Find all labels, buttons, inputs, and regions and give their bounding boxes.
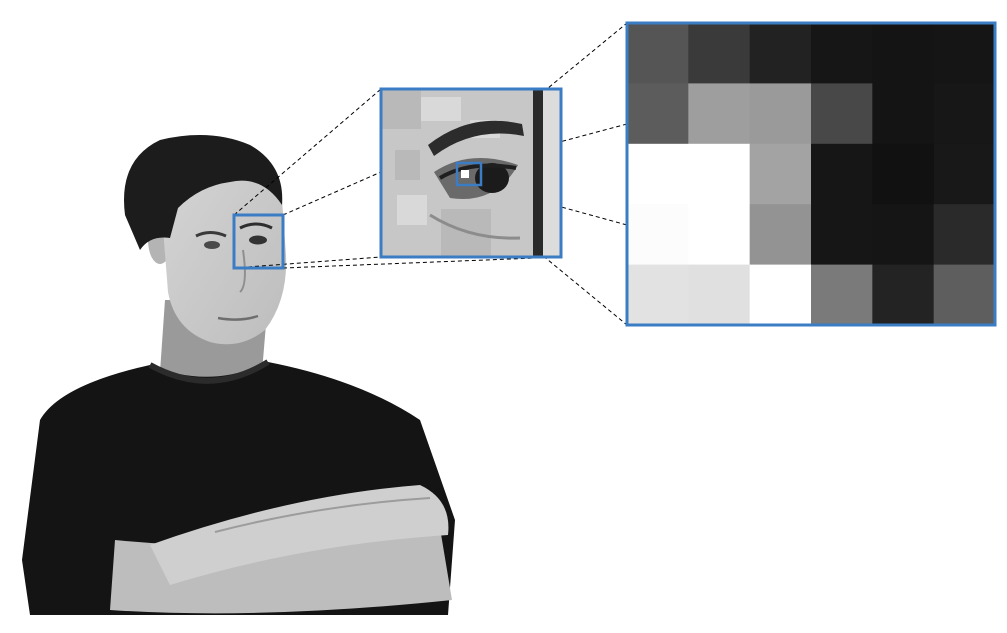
pixel-cell xyxy=(872,204,935,266)
pixel-cell xyxy=(749,264,812,326)
pixel-cell xyxy=(872,143,935,205)
pixel-cell xyxy=(627,264,689,326)
pixel-cell xyxy=(811,23,873,84)
eye-iris xyxy=(475,163,509,193)
pixel-cell xyxy=(749,143,812,205)
eye-zoom-panel xyxy=(379,87,563,259)
connector-line xyxy=(282,171,382,216)
pixel-cell xyxy=(811,264,873,326)
eye-zoom-frame xyxy=(379,87,563,259)
pixel-cell xyxy=(749,83,812,145)
pixel-cell xyxy=(749,204,812,266)
portrait-photo xyxy=(22,135,455,615)
pixel-cell xyxy=(688,23,751,84)
pixel-cell xyxy=(627,204,689,266)
pixel-grid-frame xyxy=(625,21,997,327)
pixel-cell xyxy=(688,204,751,266)
pixel-cell xyxy=(627,23,689,84)
pixel-cell xyxy=(811,204,873,266)
connector-line xyxy=(480,184,628,226)
pixel-cell xyxy=(872,23,935,84)
pixel-cell xyxy=(933,264,996,326)
pixel-cell xyxy=(933,83,996,145)
pixel-grid-panel xyxy=(627,23,996,326)
pixel-cell xyxy=(688,264,751,326)
pixel-cell xyxy=(627,83,689,145)
portrait-hair xyxy=(124,135,283,250)
pixel-cell xyxy=(933,23,996,84)
pixel-cell xyxy=(749,23,812,84)
pixel-cell xyxy=(627,143,689,205)
pixel-cell xyxy=(933,143,996,205)
pixel-cell xyxy=(688,143,751,205)
portrait-arm-upper xyxy=(150,485,449,585)
hair-strand xyxy=(533,89,543,257)
pixel-cell xyxy=(872,264,935,326)
connector-line xyxy=(233,88,382,216)
pixel-cell xyxy=(933,204,996,266)
pixel-selection-box xyxy=(455,161,483,187)
connector-line xyxy=(233,256,382,269)
pixel-cell xyxy=(688,83,751,145)
face-selection-box xyxy=(232,213,285,270)
pixel-cell xyxy=(811,83,873,145)
portrait-collar xyxy=(148,359,270,384)
pixel-cell xyxy=(811,143,873,205)
pixel-cell xyxy=(872,83,935,145)
portrait-eye xyxy=(249,235,267,245)
connector-line xyxy=(282,256,562,269)
